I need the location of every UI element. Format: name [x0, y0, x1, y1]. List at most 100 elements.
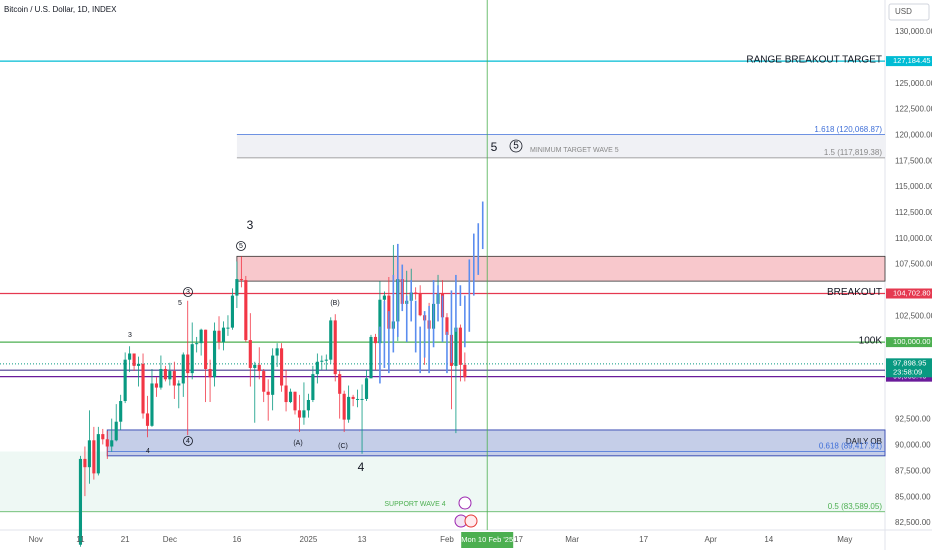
wave-label: 4: [358, 460, 365, 474]
candle: [356, 389, 360, 408]
candle: [329, 317, 333, 364]
candle-body: [360, 398, 364, 400]
y-tick-label: 112,500.00: [895, 208, 932, 217]
y-tick-label: 120,000.00: [895, 130, 932, 139]
candle: [154, 377, 159, 397]
candle: [262, 368, 266, 403]
candle-body: [288, 391, 293, 403]
candle: [190, 322, 194, 380]
candle: [284, 370, 288, 412]
candle-body: [123, 359, 127, 402]
price-label: 100,000.00: [893, 337, 931, 346]
wave-label: MINIMUM TARGET WAVE 5: [530, 147, 619, 154]
candle-body: [105, 439, 109, 447]
candle-body: [297, 410, 302, 418]
candle: [257, 347, 261, 380]
candle: [199, 328, 203, 356]
target-zone: [236, 134, 886, 158]
candle: [168, 362, 172, 386]
y-tick-label: 122,500.00: [895, 105, 932, 114]
wave-label: 5: [178, 300, 182, 307]
wave-label: 3: [186, 289, 190, 296]
daily-ob-zone: [106, 429, 886, 457]
candle-body: [320, 360, 324, 362]
candle: [248, 313, 252, 387]
candle-body: [221, 327, 226, 343]
candle-body: [172, 371, 176, 386]
candle: [123, 352, 127, 404]
candle-body: [136, 363, 141, 366]
candle-body: [315, 361, 319, 375]
candle-body: [342, 393, 346, 420]
candle-body: [244, 280, 248, 341]
y-tick-label: 125,000.00: [895, 79, 932, 88]
candle: [221, 321, 226, 351]
fib-label: 0.5 (83,589.05): [828, 502, 883, 511]
candle: [105, 431, 109, 459]
candle: [217, 316, 221, 350]
x-tick-label: 21: [121, 535, 130, 544]
candle-body: [177, 383, 181, 386]
candle-body: [248, 340, 252, 368]
candle: [150, 368, 154, 427]
candle: [128, 346, 132, 373]
y-tick-label: 107,500.00: [895, 260, 932, 269]
candle: [311, 365, 315, 403]
candle-body: [324, 359, 328, 361]
candle-body: [373, 336, 378, 344]
candle: [132, 353, 136, 372]
x-tick-label: 16: [232, 535, 241, 544]
candle-body: [208, 368, 212, 378]
candle-body: [454, 327, 458, 366]
candle: [253, 361, 257, 423]
candle: [244, 275, 248, 343]
wave-label: 3: [247, 218, 254, 232]
candle: [230, 288, 234, 330]
x-tick-label: 14: [764, 535, 773, 544]
candle-body: [253, 364, 257, 368]
plot-area: DAILY OB 1.618 (120,068.87) 1.5 (117,819.3…: [0, 60, 886, 547]
x-tick-label: 17: [514, 535, 523, 544]
candle: [110, 418, 114, 452]
candle-body: [190, 344, 194, 374]
candle: [275, 343, 279, 367]
crosshair-label-box: [461, 532, 514, 548]
crosshair-label: Mon 10 Feb '25: [461, 535, 513, 544]
y-tick-label: 90,000.00: [895, 441, 931, 450]
candle: [172, 361, 176, 399]
candle-body: [257, 364, 261, 372]
candle-body: [159, 368, 163, 388]
candle-body: [92, 440, 96, 474]
candle: [288, 388, 293, 404]
candle-body: [114, 421, 118, 441]
candle-body: [369, 336, 373, 379]
wave-label: 5: [513, 141, 519, 152]
candle: [342, 390, 346, 433]
candle: [333, 314, 337, 382]
candle: [373, 333, 378, 371]
candle-body: [418, 293, 422, 316]
wave-circle: [183, 436, 193, 446]
candle: [320, 355, 324, 371]
candle: [145, 395, 150, 438]
candle: [315, 353, 319, 384]
x-tick-label: 17: [639, 535, 648, 544]
candle: [212, 322, 217, 387]
candle-body: [302, 410, 306, 418]
candle: [324, 354, 328, 371]
price-label-box: [886, 358, 932, 378]
currency-box[interactable]: [888, 3, 930, 21]
candle: [364, 370, 369, 402]
candle-body: [445, 317, 449, 335]
wave-circle: [236, 241, 246, 251]
candle-body: [226, 327, 230, 329]
wave-label: 5: [491, 140, 498, 154]
candle: [306, 393, 310, 418]
candle: [195, 336, 199, 353]
candle-body: [119, 401, 123, 422]
candle-body: [333, 320, 337, 375]
price-label-box: [886, 56, 932, 67]
candle: [159, 355, 163, 390]
candle-body: [78, 458, 83, 545]
